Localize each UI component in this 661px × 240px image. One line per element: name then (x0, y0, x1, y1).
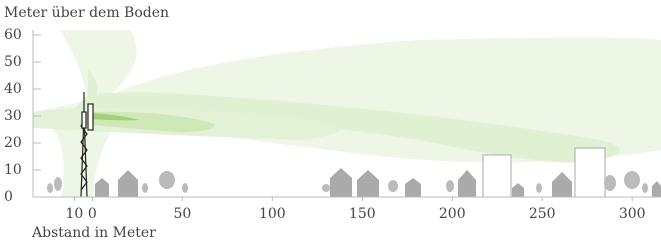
x-tick-label: 200 (439, 206, 466, 222)
y-tick-label: 40 (4, 81, 22, 97)
y-tick-label: 30 (4, 108, 22, 124)
x-tick-label: 50 (173, 206, 191, 222)
x-tick-label: 300 (619, 206, 646, 222)
y-axis-title: Meter über dem Boden (4, 5, 169, 21)
y-tick-label: 0 (4, 189, 13, 205)
y-tick-label: 60 (4, 27, 22, 43)
y-tick-label: 20 (4, 135, 22, 151)
x-tick-label: 150 (349, 206, 376, 222)
x-tick-label: 250 (529, 206, 556, 222)
x-tick-label: 100 (259, 206, 286, 222)
y-tick-label: 10 (4, 162, 22, 178)
y-tick-label: 50 (4, 54, 22, 70)
x-tick-label: 0 (88, 206, 97, 222)
x-axis-title: Abstand in Meter (31, 225, 156, 240)
x-tick-label: 10 (65, 206, 83, 222)
chart: Meter über dem Boden Abstand in Meter 01… (0, 0, 661, 240)
